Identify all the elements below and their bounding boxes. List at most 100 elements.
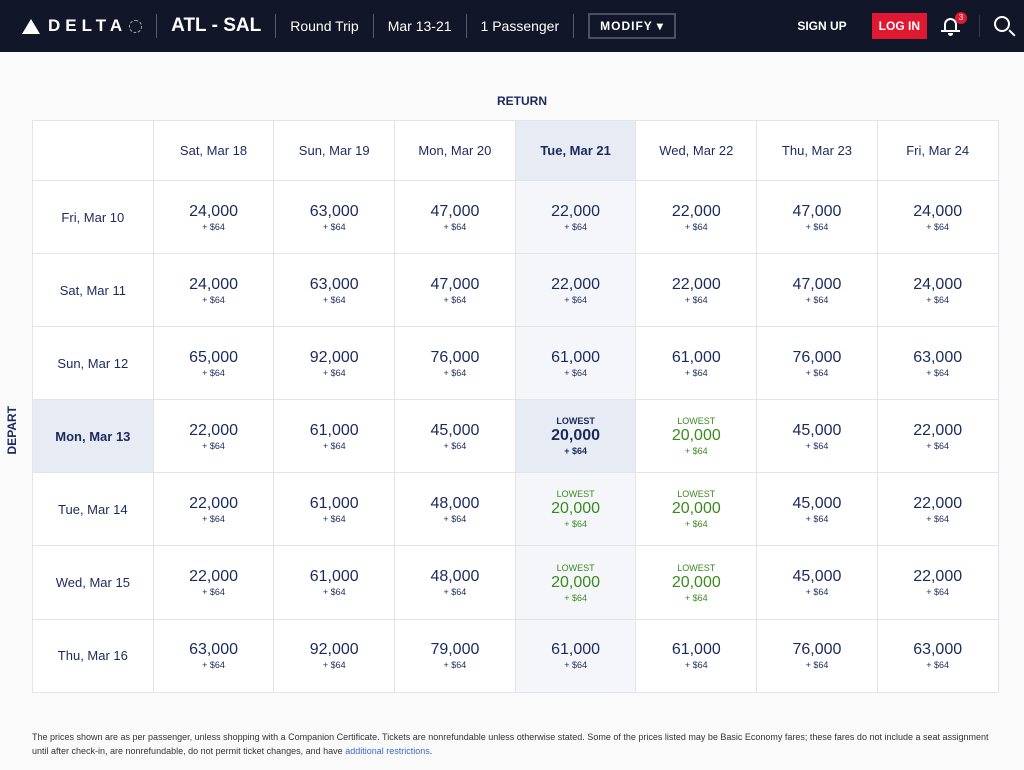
fare-cell[interactable]: LOWEST 20,000 + $64 <box>635 472 758 547</box>
table-row: Thu, Mar 16 63,000 + $64 92,000 + $64 79,000 +… <box>32 618 999 693</box>
fare-miles: 20,000 <box>551 573 601 591</box>
fare-tax: + $64 <box>805 367 829 378</box>
fare-cell[interactable]: 45,000 + $64 <box>394 399 516 474</box>
return-date-header[interactable]: Tue, Mar 21 <box>514 120 637 181</box>
additional-restrictions-link[interactable]: additional restrictions <box>345 746 430 756</box>
fare-cell[interactable]: 22,000 + $64 <box>635 253 758 328</box>
log-in-button[interactable]: LOG IN <box>871 13 927 39</box>
notifications-button[interactable]: 3 <box>941 12 967 38</box>
fare-cell[interactable]: 22,000 + $64 <box>152 472 275 547</box>
fare-cell[interactable]: 92,000 + $64 <box>273 326 396 401</box>
fare-cell[interactable]: 22,000 + $64 <box>635 179 758 255</box>
depart-date-header[interactable]: Fri, Mar 10 <box>32 179 154 255</box>
fare-tax: + $64 <box>202 221 225 232</box>
fare-tax: + $64 <box>805 587 829 598</box>
fare-cell[interactable]: 22,000 + $64 <box>876 472 999 547</box>
fare-cell[interactable]: 22,000 + $64 <box>152 399 275 474</box>
fare-cell[interactable]: 76,000 + $64 <box>756 326 878 401</box>
return-date-header[interactable]: Sun, Mar 19 <box>273 120 396 181</box>
fare-cell[interactable]: 76,000 + $64 <box>394 326 516 401</box>
fare-tax: + $64 <box>322 513 346 524</box>
fare-miles: 61,000 <box>671 348 721 366</box>
fare-cell[interactable]: 24,000 + $64 <box>152 253 275 328</box>
depart-date-header[interactable]: Sat, Mar 11 <box>32 253 154 328</box>
fare-cell[interactable]: 61,000 + $64 <box>273 399 396 474</box>
fare-cell[interactable]: 61,000 + $64 <box>635 326 758 401</box>
modify-button[interactable]: MODIFY ▾ <box>588 13 676 39</box>
fare-cell[interactable]: LOWEST 20,000 + $64 <box>514 545 637 620</box>
fare-tax: + $64 <box>202 587 225 598</box>
depart-date-header[interactable]: Wed, Mar 15 <box>32 545 154 620</box>
delta-logo[interactable]: DELTA <box>22 16 143 36</box>
fare-cell[interactable]: 63,000 + $64 <box>152 618 275 693</box>
fare-cell[interactable]: 24,000 + $64 <box>876 253 999 328</box>
disclaimer-end: . <box>429 746 433 756</box>
fare-tax: + $64 <box>684 294 708 305</box>
fare-tax: + $64 <box>443 221 467 232</box>
fare-cell[interactable]: 47,000 + $64 <box>394 179 516 255</box>
fare-cell[interactable]: 61,000 + $64 <box>514 618 637 693</box>
fare-cell[interactable]: 22,000 + $64 <box>876 545 999 620</box>
fare-cell[interactable]: 63,000 + $64 <box>273 253 396 328</box>
fare-miles: 92,000 <box>309 348 359 366</box>
fare-cell[interactable]: 61,000 + $64 <box>514 326 637 401</box>
divider <box>573 14 575 38</box>
fare-cell[interactable]: 45,000 + $64 <box>756 399 878 474</box>
fare-cell[interactable]: 48,000 + $64 <box>394 545 516 620</box>
return-date-header[interactable]: Wed, Mar 22 <box>635 120 758 181</box>
fare-cell[interactable]: 63,000 + $64 <box>273 179 396 255</box>
fare-cell[interactable]: 61,000 + $64 <box>273 472 396 547</box>
fare-cell[interactable]: 24,000 + $64 <box>876 179 999 255</box>
fare-tax: + $64 <box>684 446 708 457</box>
fare-tax: + $64 <box>926 367 950 378</box>
fare-cell[interactable]: 22,000 + $64 <box>876 399 999 474</box>
fare-cell[interactable]: 63,000 + $64 <box>876 326 999 401</box>
fare-cell[interactable]: 22,000 + $64 <box>152 545 275 620</box>
fare-cell[interactable]: LOWEST 20,000 + $64 <box>635 545 758 620</box>
fare-miles: 45,000 <box>792 421 842 439</box>
fare-cell[interactable]: 79,000 + $64 <box>394 618 516 693</box>
divider <box>979 15 980 37</box>
depart-date-header[interactable]: Thu, Mar 16 <box>32 618 154 693</box>
fare-tax: + $64 <box>443 367 467 378</box>
depart-date-header[interactable]: Mon, Mar 13 <box>32 399 154 474</box>
depart-date-header[interactable]: Tue, Mar 14 <box>32 472 154 547</box>
fare-cell[interactable]: 24,000 + $64 <box>152 179 275 255</box>
return-date-header[interactable]: Mon, Mar 20 <box>394 120 516 181</box>
fare-miles: 22,000 <box>671 202 721 220</box>
fare-miles: 63,000 <box>309 202 359 220</box>
fare-cell[interactable]: 22,000 + $64 <box>514 253 637 328</box>
return-date-header[interactable]: Thu, Mar 23 <box>756 120 878 181</box>
fare-miles: 20,000 <box>551 427 601 445</box>
route: ATL - SAL <box>171 15 262 36</box>
fare-cell[interactable]: 45,000 + $64 <box>756 472 878 547</box>
fare-cell[interactable]: 92,000 + $64 <box>273 618 396 693</box>
fare-tax: + $64 <box>443 660 467 671</box>
fare-tax: + $64 <box>443 294 467 305</box>
fare-cell[interactable]: 47,000 + $64 <box>394 253 516 328</box>
return-date-header[interactable]: Sat, Mar 18 <box>152 120 275 181</box>
fare-cell[interactable]: 65,000 + $64 <box>152 326 275 401</box>
fare-miles: 92,000 <box>309 641 359 659</box>
fare-cell[interactable]: 61,000 + $64 <box>273 545 396 620</box>
fare-cell[interactable]: LOWEST 20,000 + $64 <box>514 472 637 547</box>
fare-cell[interactable]: 45,000 + $64 <box>756 545 878 620</box>
fare-cell[interactable]: 61,000 + $64 <box>635 618 758 693</box>
fare-cell[interactable]: 47,000 + $64 <box>756 179 878 255</box>
fare-tax: + $64 <box>322 294 346 305</box>
fare-tax: + $64 <box>564 221 587 232</box>
sign-up-link[interactable]: SIGN UP <box>797 19 847 33</box>
top-nav: DELTA ATL - SAL Round Trip Mar 13-21 1 P… <box>0 0 1024 52</box>
fare-cell[interactable]: 63,000 + $64 <box>876 618 999 693</box>
return-date-header[interactable]: Fri, Mar 24 <box>876 120 999 181</box>
fare-cell[interactable]: 48,000 + $64 <box>394 472 516 547</box>
fare-cell[interactable]: LOWEST 20,000 + $64 <box>635 399 758 474</box>
fare-cell[interactable]: 76,000 + $64 <box>756 618 878 693</box>
depart-date-header[interactable]: Sun, Mar 12 <box>32 326 154 401</box>
fare-tax: + $64 <box>202 660 225 671</box>
search-icon[interactable] <box>994 16 1010 32</box>
fare-cell[interactable]: LOWEST 20,000 + $64 <box>514 399 637 474</box>
fare-cell[interactable]: 22,000 + $64 <box>514 179 637 255</box>
fare-cell[interactable]: 47,000 + $64 <box>756 253 878 328</box>
fare-tax: + $64 <box>202 513 225 524</box>
